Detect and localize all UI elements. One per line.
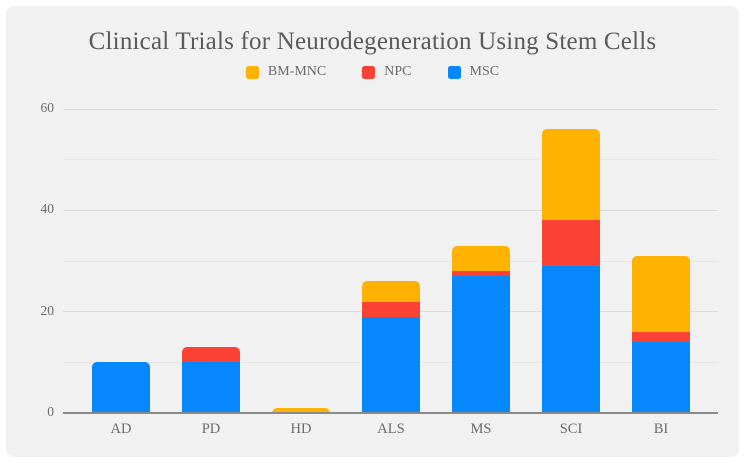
bar-SCI — [542, 129, 600, 413]
y-label-40: 40 — [40, 201, 55, 217]
bar-segment-AD-MSC — [92, 362, 150, 413]
bar-HD — [272, 407, 330, 413]
x-label-SCI: SCI — [559, 421, 583, 437]
bar-segment-SCI-MSC — [542, 266, 600, 413]
legend-item-npc: NPC — [362, 64, 412, 80]
gridline-60 — [63, 108, 718, 110]
gridline-30 — [63, 260, 718, 262]
legend-item-bm-mnc: BM-MNC — [245, 64, 327, 80]
y-label-60: 60 — [40, 100, 55, 115]
bar-segment-HD-BM-MNC — [272, 407, 330, 413]
legend-label-bm-mnc: BM-MNC — [267, 64, 327, 79]
bar-segment-PD-MSC — [182, 362, 240, 413]
legend-swatch-msc — [447, 65, 461, 79]
bar-segment-MS-NPC — [452, 271, 510, 277]
x-label-MS: MS — [470, 421, 492, 437]
legend-label-npc: NPC — [384, 64, 412, 79]
legend-label-msc: MSC — [469, 64, 500, 79]
bar-segment-BI-BM-MNC — [632, 255, 690, 332]
legend-swatch-bm-mnc — [245, 65, 259, 79]
bar-segment-PD-NPC — [182, 347, 240, 363]
x-axis-line — [63, 412, 718, 414]
x-label-ALS: ALS — [377, 421, 405, 437]
legend-item-msc: MSC — [447, 64, 500, 80]
bar-segment-MS-BM-MNC — [452, 245, 510, 272]
x-label-PD: PD — [201, 421, 221, 437]
gridline-40 — [63, 209, 718, 211]
bar-segment-SCI-BM-MNC — [542, 129, 600, 221]
chart-legend: BM-MNC NPC MSC — [0, 64, 745, 80]
bar-segment-SCI-NPC — [542, 220, 600, 267]
plot-area: AD PD HD ALS MS SCI BI — [63, 108, 718, 437]
bar-MS — [452, 245, 510, 413]
x-label-HD: HD — [290, 421, 312, 437]
y-label-20: 20 — [40, 302, 55, 318]
bar-ALS — [362, 281, 420, 413]
x-label-AD: AD — [110, 421, 132, 437]
bar-BI — [632, 255, 690, 413]
x-label-BI: BI — [653, 421, 669, 437]
bar-segment-ALS-MSC — [362, 316, 420, 413]
gridline-50 — [63, 159, 718, 161]
y-label-0: 0 — [47, 404, 54, 419]
bar-segment-ALS-NPC — [362, 301, 420, 317]
bar-PD — [182, 347, 240, 413]
bar-segment-MS-MSC — [452, 276, 510, 413]
bar-segment-ALS-BM-MNC — [362, 281, 420, 302]
bar-AD — [92, 362, 150, 413]
bar-segment-BI-MSC — [632, 342, 690, 413]
chart-title: Clinical Trials for Neurodegeneration Us… — [88, 28, 657, 55]
bar-segment-BI-NPC — [632, 331, 690, 343]
legend-swatch-npc — [362, 65, 376, 79]
